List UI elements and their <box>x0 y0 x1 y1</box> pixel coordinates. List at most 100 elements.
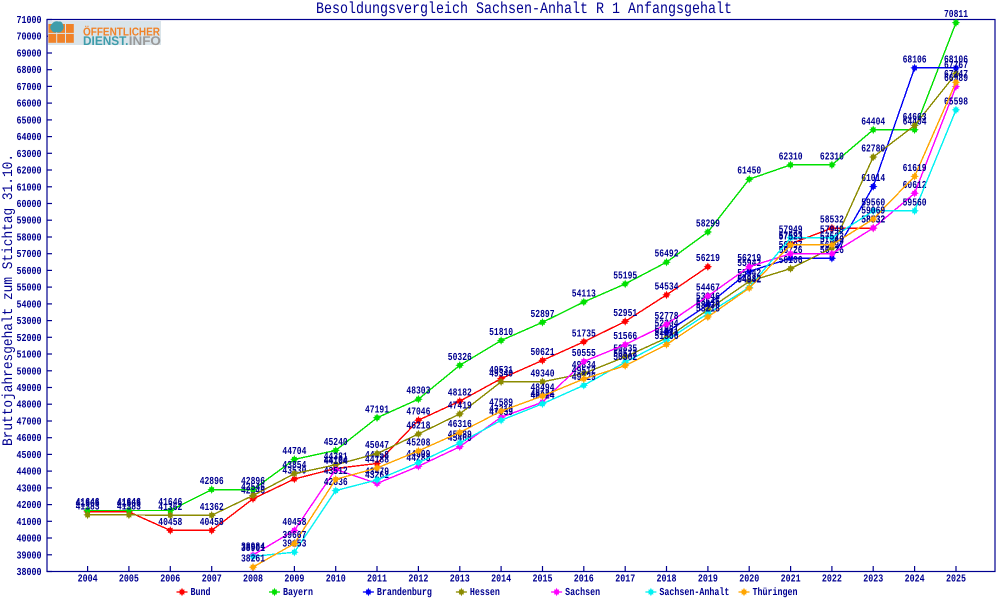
svg-text:49340: 49340 <box>531 368 555 380</box>
svg-text:2015: 2015 <box>533 574 553 586</box>
svg-text:71000: 71000 <box>17 15 42 27</box>
svg-text:41383: 41383 <box>117 501 141 513</box>
svg-text:43512: 43512 <box>324 466 348 478</box>
svg-text:41000: 41000 <box>17 517 42 529</box>
svg-text:2016: 2016 <box>574 574 594 586</box>
svg-text:41565: 41565 <box>76 498 100 510</box>
svg-text:2023: 2023 <box>863 574 883 586</box>
svg-text:Bruttojahresgehalt zum Stichta: Bruttojahresgehalt zum Stichtag 31.10. <box>1 154 17 446</box>
svg-text:62310: 62310 <box>820 151 844 163</box>
svg-text:47191: 47191 <box>365 404 389 416</box>
svg-text:51811: 51811 <box>655 327 679 339</box>
svg-text:40458: 40458 <box>282 517 306 529</box>
svg-text:DIENST.: DIENST. <box>83 34 128 48</box>
svg-text:2024: 2024 <box>905 574 925 586</box>
svg-text:Thüringen: Thüringen <box>753 587 798 599</box>
svg-text:58299: 58299 <box>696 219 720 231</box>
svg-text:65000: 65000 <box>17 115 42 127</box>
svg-text:2007: 2007 <box>202 574 222 586</box>
svg-text:44000: 44000 <box>17 467 42 479</box>
svg-text:55000: 55000 <box>17 283 42 295</box>
svg-text:2020: 2020 <box>739 574 759 586</box>
svg-text:41646: 41646 <box>76 497 100 509</box>
svg-text:70811: 70811 <box>944 9 968 21</box>
svg-text:59560: 59560 <box>861 197 885 209</box>
svg-text:47046: 47046 <box>406 407 430 419</box>
svg-text:2010: 2010 <box>326 574 346 586</box>
svg-text:2019: 2019 <box>698 574 718 586</box>
svg-text:43854: 43854 <box>282 460 306 472</box>
svg-text:56106: 56106 <box>779 255 803 267</box>
svg-text:Bund: Bund <box>191 587 211 599</box>
svg-text:42896: 42896 <box>241 476 265 488</box>
svg-text:54942: 54942 <box>737 275 761 287</box>
svg-text:2014: 2014 <box>491 574 511 586</box>
svg-text:50512: 50512 <box>613 349 637 361</box>
svg-text:66000: 66000 <box>17 99 42 111</box>
svg-text:38000: 38000 <box>17 567 42 579</box>
svg-text:39667: 39667 <box>282 530 306 542</box>
svg-text:44164: 44164 <box>324 455 348 467</box>
svg-text:61450: 61450 <box>737 166 761 178</box>
svg-text:INFO: INFO <box>129 34 161 48</box>
svg-text:44381: 44381 <box>324 451 348 463</box>
svg-text:2004: 2004 <box>78 574 98 586</box>
svg-text:61000: 61000 <box>17 182 42 194</box>
svg-text:2013: 2013 <box>450 574 470 586</box>
svg-text:54113: 54113 <box>572 289 596 301</box>
svg-text:55195: 55195 <box>613 270 637 282</box>
svg-text:50555: 50555 <box>572 348 596 360</box>
svg-text:68000: 68000 <box>17 65 42 77</box>
svg-text:41565: 41565 <box>117 498 141 510</box>
svg-text:46316: 46316 <box>448 419 472 431</box>
svg-text:38261: 38261 <box>241 554 265 566</box>
svg-text:2017: 2017 <box>615 574 635 586</box>
svg-text:2009: 2009 <box>284 574 304 586</box>
svg-text:2025: 2025 <box>946 574 966 586</box>
svg-text:45000: 45000 <box>17 450 42 462</box>
svg-text:53646: 53646 <box>696 296 720 308</box>
svg-text:Sachsen: Sachsen <box>565 587 600 599</box>
svg-text:2022: 2022 <box>822 574 842 586</box>
svg-text:62000: 62000 <box>17 166 42 178</box>
svg-text:2018: 2018 <box>657 574 677 586</box>
svg-text:61014: 61014 <box>861 173 885 185</box>
svg-text:68106: 68106 <box>903 54 927 66</box>
svg-text:56219: 56219 <box>696 253 720 265</box>
svg-text:51735: 51735 <box>572 328 596 340</box>
svg-text:38901: 38901 <box>241 543 265 555</box>
svg-text:40458: 40458 <box>200 517 224 529</box>
svg-text:59069: 59069 <box>861 206 885 218</box>
svg-text:57523: 57523 <box>820 231 844 243</box>
svg-text:49512: 49512 <box>572 365 596 377</box>
svg-text:56219: 56219 <box>737 253 761 265</box>
svg-text:47000: 47000 <box>17 417 42 429</box>
svg-text:2008: 2008 <box>243 574 263 586</box>
svg-text:44104: 44104 <box>324 456 348 468</box>
svg-text:50621: 50621 <box>531 347 555 359</box>
svg-text:52951: 52951 <box>613 308 637 320</box>
svg-text:43000: 43000 <box>17 483 42 495</box>
svg-text:51566: 51566 <box>613 331 637 343</box>
svg-text:39000: 39000 <box>17 550 42 562</box>
svg-text:51566: 51566 <box>655 331 679 343</box>
svg-text:64000: 64000 <box>17 132 42 144</box>
svg-text:49000: 49000 <box>17 383 42 395</box>
svg-text:42546: 42546 <box>241 482 265 494</box>
svg-text:58000: 58000 <box>17 233 42 245</box>
svg-text:2011: 2011 <box>367 574 387 586</box>
svg-text:46000: 46000 <box>17 433 42 445</box>
svg-text:60000: 60000 <box>17 199 42 211</box>
svg-text:68106: 68106 <box>944 54 968 66</box>
svg-text:52000: 52000 <box>17 333 42 345</box>
svg-text:47589: 47589 <box>489 398 513 410</box>
svg-text:41362: 41362 <box>200 502 224 514</box>
svg-text:40000: 40000 <box>17 534 42 546</box>
svg-text:41362: 41362 <box>158 502 182 514</box>
svg-text:42000: 42000 <box>17 500 42 512</box>
svg-text:ÖFFENTLICHER: ÖFFENTLICHER <box>83 25 160 38</box>
svg-text:67000: 67000 <box>17 82 42 94</box>
svg-text:54982: 54982 <box>737 274 761 286</box>
svg-text:52778: 52778 <box>655 311 679 323</box>
svg-text:59560: 59560 <box>903 197 927 209</box>
